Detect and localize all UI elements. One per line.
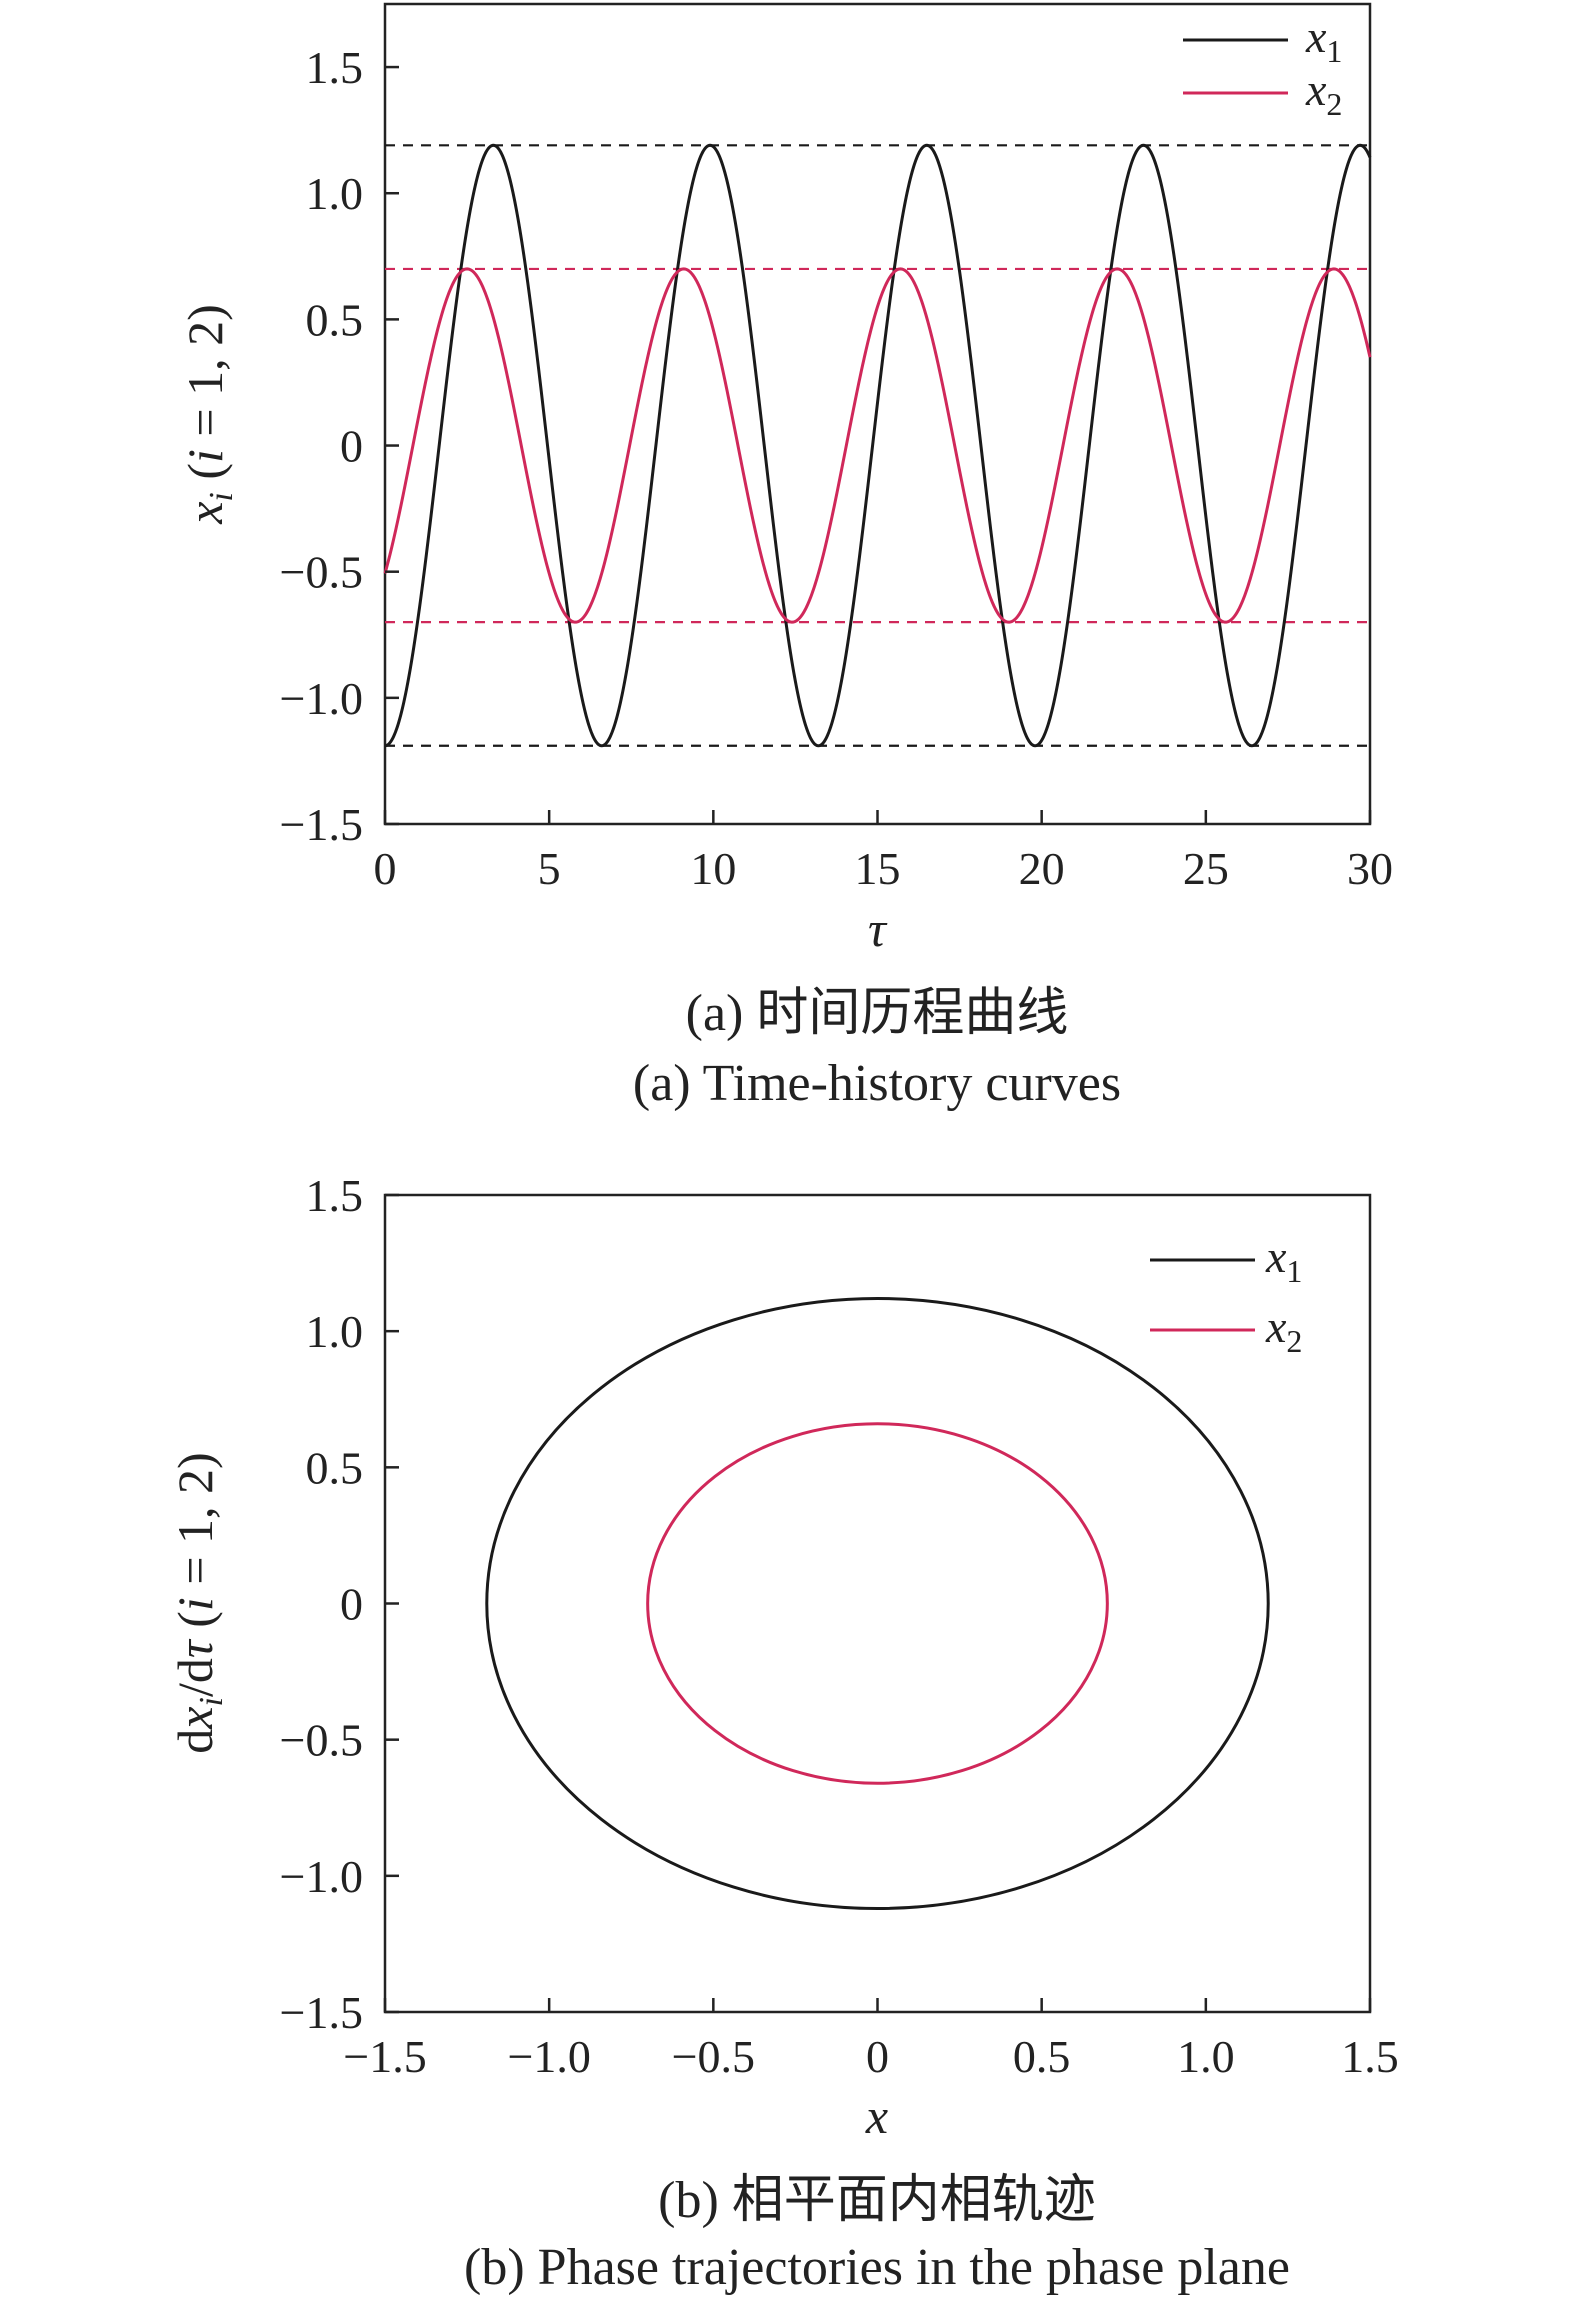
chart-b-x-tick-label: −1.5 bbox=[343, 2031, 426, 2082]
chart-a-y-tick-label: 0 bbox=[340, 421, 363, 472]
chart-b-trajectory-x2 bbox=[646, 1422, 1109, 1785]
chart-a-y-tick-label: −0.5 bbox=[280, 547, 363, 598]
chart-b-series bbox=[485, 1296, 1270, 1911]
legend-a-x2-label: x2 bbox=[1305, 64, 1342, 122]
chart-b-phase-plane: 1.51.00.50−0.5−1.0−1.5 −1.5 −1.0 −0.5 0 0.5 1… bbox=[167, 1170, 1399, 2296]
chart-a-y-axis-label: xi (i = 1, 2) bbox=[177, 304, 240, 525]
chart-b-y-tick-label: 1.5 bbox=[306, 1170, 364, 1221]
chart-b-x-tick-label: 1.0 bbox=[1177, 2031, 1235, 2082]
chart-b-trajectory-x1 bbox=[485, 1296, 1270, 1911]
chart-a-x-tick-label: 0 bbox=[374, 843, 397, 894]
chart-b-y-tick-label: −1.0 bbox=[280, 1851, 363, 1902]
chart-b-y-tick-label: −1.5 bbox=[280, 1987, 363, 2038]
chart-b-y-tick-label: 0 bbox=[340, 1579, 363, 1630]
chart-b-frame bbox=[383, 1193, 1372, 2014]
chart-a-x-tick-label: 5 bbox=[538, 843, 561, 894]
chart-b-x-tick-label: 0.5 bbox=[1013, 2031, 1071, 2082]
chart-b-x-tick-label: 1.5 bbox=[1341, 2031, 1399, 2082]
chart-a-x-axis-label: τ bbox=[868, 901, 888, 957]
chart-a-y-tick-label: −1.5 bbox=[280, 799, 363, 850]
chart-a-y-tick-label: 0.5 bbox=[306, 294, 364, 345]
chart-b-x-tick-label: −1.0 bbox=[507, 2031, 590, 2082]
chart-b-y-tick-label: −0.5 bbox=[280, 1715, 363, 1766]
chart-a-x-tick-label: 15 bbox=[855, 843, 901, 894]
chart-a-x-tick-label: 10 bbox=[690, 843, 736, 894]
chart-a-y-tick-label: 1.0 bbox=[306, 168, 364, 219]
chart-a-caption-cn: (a) 时间历程曲线 bbox=[686, 985, 1069, 1042]
chart-a-y-ticks: 1.5 1.0 0.5 0 −0.5 −1.0 −1.5 bbox=[280, 42, 399, 850]
chart-b-caption-en: (b) Phase trajectories in the phase plan… bbox=[464, 2239, 1290, 2296]
chart-a-x-tick-label: 20 bbox=[1019, 843, 1065, 894]
chart-a-x-ticks: 0 5 10 15 20 25 30 bbox=[374, 810, 1393, 894]
chart-b-y-ticks: 1.5 1.0 0.5 0 −0.5 −1.0 −1.5 bbox=[280, 1170, 399, 2038]
chart-b-x-tick-label: −0.5 bbox=[672, 2031, 755, 2082]
chart-b-x-tick-label: 0 bbox=[866, 2031, 889, 2082]
chart-b-x-ticks: −1.5 −1.0 −0.5 0 0.5 1.0 1.5 bbox=[343, 1998, 1399, 2082]
chart-a-series bbox=[383, 143, 1372, 748]
chart-a-series-line-x2 bbox=[383, 267, 1372, 624]
chart-b-y-tick-label: 1.0 bbox=[306, 1306, 364, 1357]
legend-b-x2-label: x2 bbox=[1265, 1301, 1302, 1359]
chart-a-time-history: 1.5 1.0 0.5 0 −0.5 −1.0 −1.5 0 5 10 15 20 25 30 xi (… bbox=[177, 2, 1393, 1112]
legend-a-x1-label: x1 bbox=[1305, 11, 1342, 69]
legend-b-x1-label: x1 bbox=[1265, 1231, 1302, 1289]
chart-a-y-tick-label: −1.0 bbox=[280, 673, 363, 724]
chart-a-series-line-x1 bbox=[384, 143, 1372, 748]
chart-a-x-tick-label: 25 bbox=[1183, 843, 1229, 894]
chart-b-x-axis-label: x bbox=[865, 2088, 888, 2144]
chart-a-legend: x1 x2 bbox=[1183, 11, 1342, 122]
chart-a-reference-lines bbox=[385, 144, 1370, 747]
chart-a-y-tick-label: 1.5 bbox=[306, 42, 364, 93]
chart-b-caption-cn: (b) 相平面内相轨迹 bbox=[658, 2172, 1096, 2229]
chart-b-y-axis-label: dxi/dτ (i = 1, 2) bbox=[167, 1452, 230, 1753]
chart-a-caption-en: (a) Time-history curves bbox=[633, 1055, 1121, 1112]
chart-b-legend: x1 x2 bbox=[1150, 1231, 1302, 1359]
chart-b-y-tick-label: 0.5 bbox=[306, 1442, 364, 1493]
chart-a-x-tick-label: 30 bbox=[1347, 843, 1393, 894]
